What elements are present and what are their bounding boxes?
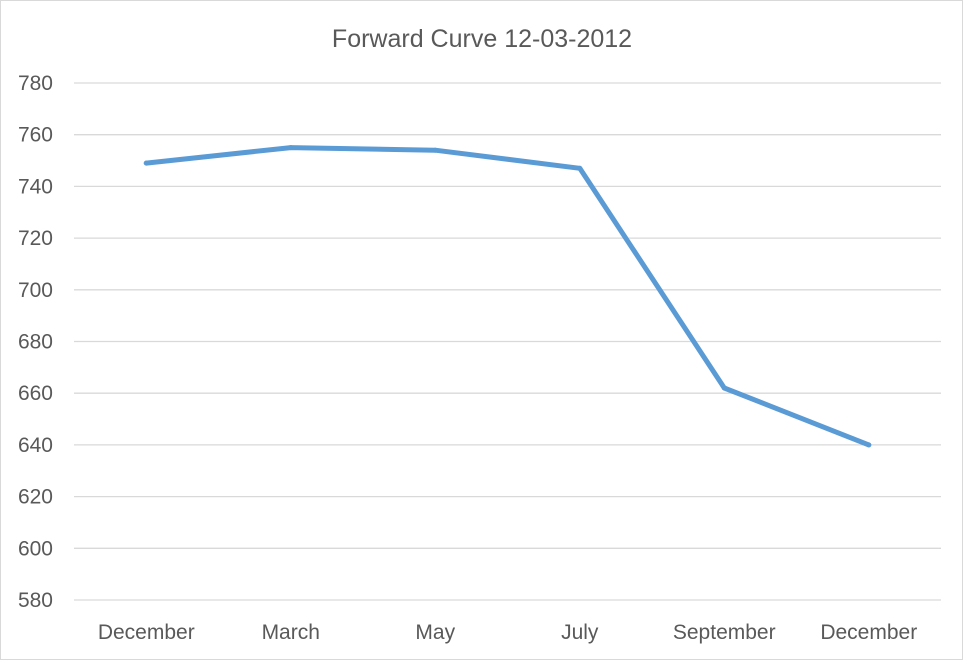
y-tick-label: 600 — [18, 537, 53, 560]
y-tick-label: 780 — [18, 72, 53, 95]
y-tick-label: 680 — [18, 331, 53, 354]
y-tick-label: 740 — [18, 175, 53, 198]
gridlines — [74, 82, 941, 601]
data-point — [721, 385, 727, 391]
x-axis-tick-labels: December March May July September December — [98, 621, 917, 644]
x-tick-label: September — [673, 621, 776, 644]
x-tick-label: March — [262, 621, 320, 644]
y-tick-label: 660 — [18, 382, 53, 405]
y-axis-tick-labels: 580 600 620 640 660 680 700 720 740 760 780 — [18, 72, 53, 612]
x-tick-label: May — [415, 621, 455, 644]
y-tick-label: 640 — [18, 434, 53, 457]
y-tick-label: 760 — [18, 124, 53, 147]
x-tick-label: July — [561, 621, 599, 644]
series-line-0 — [143, 145, 872, 448]
data-point — [288, 145, 294, 151]
y-tick-label: 620 — [18, 486, 53, 509]
chart-title: Forward Curve 12-03-2012 — [332, 25, 632, 53]
series-layer — [143, 145, 872, 448]
y-tick-label: 700 — [18, 279, 53, 302]
data-point — [866, 442, 872, 448]
y-tick-label: 580 — [18, 589, 53, 612]
data-point — [143, 160, 149, 166]
data-point — [577, 165, 583, 171]
data-point — [432, 147, 438, 153]
y-tick-label: 720 — [18, 227, 53, 250]
x-tick-label: December — [820, 621, 917, 644]
x-tick-label: December — [98, 621, 195, 644]
